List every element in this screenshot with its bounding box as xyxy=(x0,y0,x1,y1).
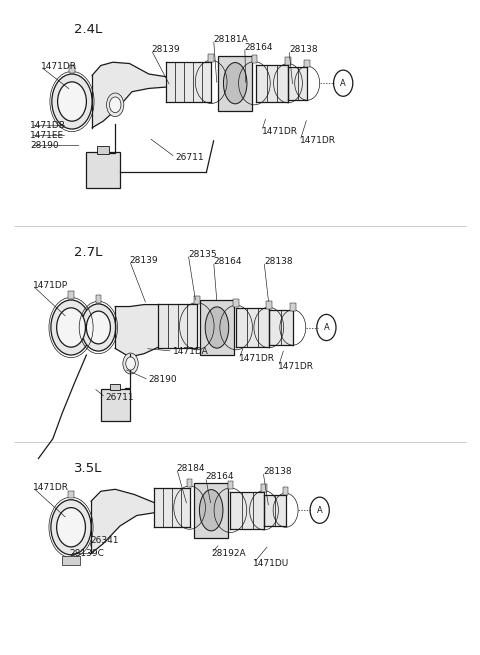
Text: 1471EE: 1471EE xyxy=(30,131,64,140)
Text: 28181A: 28181A xyxy=(214,35,248,44)
Text: 28164: 28164 xyxy=(205,472,234,481)
Text: 28138: 28138 xyxy=(263,467,292,476)
Polygon shape xyxy=(92,62,166,128)
Bar xyxy=(269,310,293,345)
Bar xyxy=(97,147,109,154)
Text: 28190: 28190 xyxy=(30,141,59,150)
Text: 2.7L: 2.7L xyxy=(74,246,103,259)
Text: 1471DR: 1471DR xyxy=(300,136,336,145)
Bar xyxy=(62,556,80,565)
Polygon shape xyxy=(91,489,154,553)
Text: 1471DR: 1471DR xyxy=(239,354,275,364)
Circle shape xyxy=(109,97,121,113)
Bar xyxy=(69,65,75,73)
Circle shape xyxy=(86,311,110,344)
Bar xyxy=(110,384,120,390)
Bar xyxy=(194,483,228,538)
Circle shape xyxy=(123,353,138,374)
Bar xyxy=(154,488,190,527)
Circle shape xyxy=(81,304,116,351)
Bar xyxy=(68,291,74,299)
Circle shape xyxy=(58,82,86,121)
Bar xyxy=(86,152,120,189)
Text: 1471DP: 1471DP xyxy=(33,281,68,290)
Text: 28138: 28138 xyxy=(289,45,318,54)
Bar xyxy=(228,481,233,489)
Text: 28164: 28164 xyxy=(214,257,242,266)
Bar xyxy=(261,484,267,492)
Text: 28139: 28139 xyxy=(151,45,180,54)
Text: 2.4L: 2.4L xyxy=(74,23,103,36)
Text: 1471DR: 1471DR xyxy=(41,62,77,71)
Circle shape xyxy=(57,308,85,347)
Text: 1471DA: 1471DA xyxy=(173,346,208,356)
Bar xyxy=(200,300,234,355)
Text: 28190: 28190 xyxy=(149,375,178,384)
Bar xyxy=(256,65,288,102)
Text: A: A xyxy=(317,506,323,515)
Bar xyxy=(288,67,307,100)
Circle shape xyxy=(51,300,91,355)
Text: 1471DR: 1471DR xyxy=(262,126,298,136)
Bar xyxy=(96,295,101,303)
Ellipse shape xyxy=(200,490,223,531)
Text: 28139: 28139 xyxy=(130,256,158,265)
Circle shape xyxy=(51,500,91,555)
Bar xyxy=(194,296,200,304)
Text: A: A xyxy=(324,323,329,332)
Text: A: A xyxy=(340,79,346,88)
Text: 28192A: 28192A xyxy=(211,549,246,558)
Bar xyxy=(285,57,291,65)
Text: 1471DR: 1471DR xyxy=(33,483,69,492)
Circle shape xyxy=(52,74,92,129)
Bar xyxy=(208,54,214,62)
Bar xyxy=(283,487,288,495)
Text: 1471DU: 1471DU xyxy=(253,559,290,568)
Bar xyxy=(218,56,252,111)
Text: 28139C: 28139C xyxy=(70,549,105,558)
Text: 26711: 26711 xyxy=(106,393,134,402)
Bar xyxy=(264,495,286,526)
Bar xyxy=(233,299,239,307)
Bar xyxy=(158,304,197,348)
Text: 28184: 28184 xyxy=(177,464,205,473)
Ellipse shape xyxy=(205,307,229,348)
Ellipse shape xyxy=(223,62,247,104)
Text: 28164: 28164 xyxy=(245,43,273,52)
Text: 28138: 28138 xyxy=(264,257,293,266)
Circle shape xyxy=(107,93,124,117)
Text: 28135: 28135 xyxy=(188,250,217,259)
Text: 1471DR: 1471DR xyxy=(278,362,314,371)
Bar xyxy=(101,389,130,421)
Bar xyxy=(230,492,264,529)
Bar xyxy=(266,301,272,309)
Bar xyxy=(252,55,257,63)
Text: 1471DB: 1471DB xyxy=(30,121,66,130)
Text: 26341: 26341 xyxy=(90,536,119,545)
Bar xyxy=(187,479,192,487)
Text: 26711: 26711 xyxy=(175,153,204,162)
Bar xyxy=(290,303,296,311)
Bar xyxy=(68,491,74,498)
Bar xyxy=(166,62,211,102)
Text: 3.5L: 3.5L xyxy=(74,462,103,475)
Bar xyxy=(304,60,310,67)
Bar xyxy=(236,308,269,347)
Circle shape xyxy=(126,357,135,370)
Circle shape xyxy=(57,508,85,547)
Polygon shape xyxy=(115,305,158,357)
